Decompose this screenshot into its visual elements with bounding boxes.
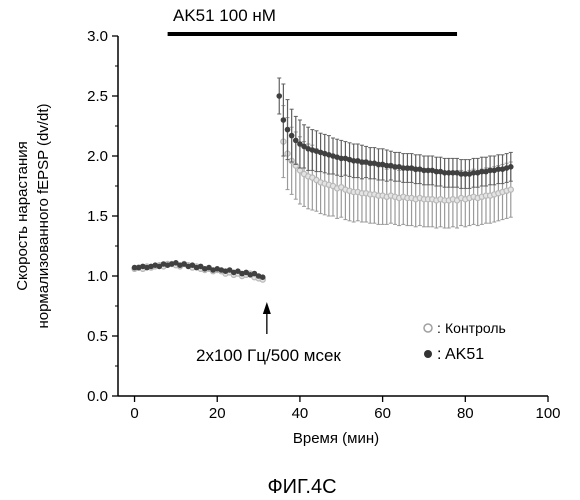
x-tick-label: 20 xyxy=(209,405,226,422)
x-tick-label: 80 xyxy=(457,405,474,422)
x-tick-label: 40 xyxy=(292,405,309,422)
y-tick-label: 1.5 xyxy=(87,208,108,225)
stimulus-arrow-icon xyxy=(263,302,271,334)
legend-marker-control xyxy=(424,324,432,332)
plot-area xyxy=(132,78,514,282)
series-ak51 xyxy=(132,78,514,280)
legend-colon-control: : xyxy=(437,320,441,336)
data-point-control xyxy=(508,187,513,192)
y-tick-label: 2.5 xyxy=(87,88,108,105)
data-point-ak51 xyxy=(289,133,295,139)
legend-label-control: Контроль xyxy=(445,320,506,336)
y-axis-title-line-2: нормализованного fEPSP (dv/dt) xyxy=(35,103,52,328)
series-control xyxy=(132,106,513,283)
data-point-ak51 xyxy=(276,93,282,99)
y-tick-label: 0.0 xyxy=(87,388,108,405)
y-tick-label: 2.0 xyxy=(87,148,108,165)
y-axis-title-line-1: Скорость нарастания xyxy=(14,141,31,291)
legend-label-ak51: AK51 xyxy=(445,346,484,363)
drug-bar-label: AK51 100 нМ xyxy=(173,6,276,25)
y-tick-label: 3.0 xyxy=(87,28,108,45)
stimulus-label: 2x100 Гц/500 мсек xyxy=(196,346,341,365)
x-tick-label: 0 xyxy=(130,405,138,422)
legend: : Контроль : AK51 xyxy=(424,320,506,363)
figure-caption: ФИГ.4С xyxy=(267,476,336,498)
data-point-ak51 xyxy=(508,164,514,170)
x-tick-label: 100 xyxy=(535,405,560,422)
x-axis-title: Время (мин) xyxy=(293,430,379,447)
y-tick-label: 1.0 xyxy=(87,268,108,285)
legend-colon-ak51: : xyxy=(437,346,441,363)
data-point-ak51 xyxy=(281,117,287,123)
data-point-ak51 xyxy=(285,127,291,133)
x-tick-label: 60 xyxy=(374,405,391,422)
y-tick-label: 0.5 xyxy=(87,328,108,345)
data-point-ak51 xyxy=(260,274,266,280)
legend-marker-ak51 xyxy=(424,350,432,358)
